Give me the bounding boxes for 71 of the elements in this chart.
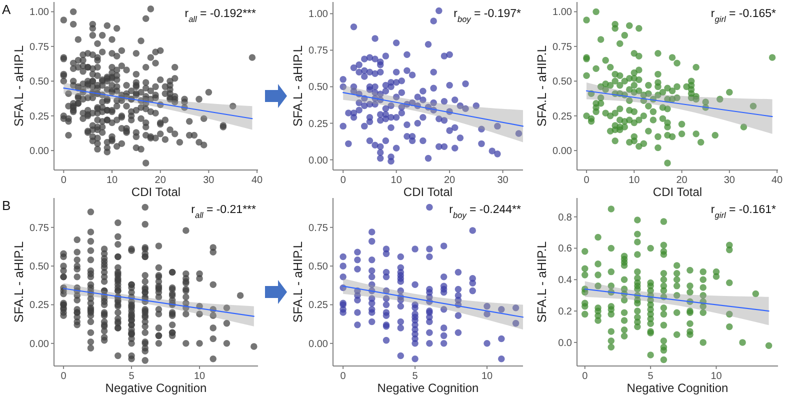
x-tick-label: 10	[106, 175, 118, 186]
y-tick-label: 0.75	[552, 42, 572, 53]
x-tick-label: 5	[412, 371, 418, 382]
y-axis-title: SFA.L - aHIP.L	[535, 241, 549, 323]
x-tick-label: 30	[497, 175, 509, 186]
y-axis-title: SFA.L - aHIP.L	[12, 241, 26, 323]
x-tick-label: 10	[481, 371, 494, 382]
y-tick-label: 1.00	[30, 7, 50, 18]
x-axis-title: Negative Cognition	[626, 381, 728, 395]
y-tick-label: 0.25	[30, 300, 50, 312]
y-tick-label: 0.6	[558, 244, 572, 255]
y-tick-label: 1.00	[552, 7, 572, 18]
x-tick-label: 30	[724, 175, 736, 186]
text: B	[2, 198, 11, 213]
y-tick-label: 0.75	[30, 222, 50, 234]
y-tick-label: 0.50	[30, 262, 50, 273]
x-tick-label: 20	[154, 175, 166, 186]
x-tick-label: 10	[390, 175, 402, 186]
y-tick-label: 0.25	[308, 118, 328, 130]
y-tick-label: 0.00	[552, 146, 572, 158]
x-axis-title: Negative Cognition	[377, 381, 479, 395]
y-axis-title: SFA.L - aHIP.L	[535, 45, 549, 127]
x-tick-label: 0	[340, 175, 346, 186]
y-tick-label: 0.2	[558, 306, 572, 318]
y-tick-label: 0.25	[552, 111, 572, 122]
y-tick-label: 0.50	[308, 82, 328, 94]
x-axis-title: Negative Cognition	[105, 381, 207, 395]
x-tick-label: 40	[251, 175, 264, 186]
y-tick-label: 1.00	[308, 9, 328, 20]
annotation: r$_{boy}$ = -0.197*	[454, 8, 522, 24]
y-tick-label: 0.25	[30, 111, 50, 122]
x-tick-label: 5	[648, 371, 654, 382]
y-tick-label: 0.25	[308, 300, 328, 312]
y-tick-label: 0.00	[308, 155, 328, 166]
x-tick-label: 0	[60, 371, 67, 382]
y-tick-label: 0.75	[308, 222, 328, 234]
y-tick-label: 0.75	[308, 46, 328, 57]
x-tick-label: 0	[340, 371, 346, 382]
x-tick-label: 30	[203, 175, 215, 186]
x-axis-title: CDI Total	[131, 185, 181, 199]
x-tick-label: 0	[582, 371, 588, 382]
annotation: r$_{boy}$ = -0.244**	[449, 204, 522, 220]
y-axis-title: SFA.L - aHIP.L	[291, 241, 305, 323]
y-axis-title: SFA.L - aHIP.L	[12, 45, 26, 127]
y-tick-label: 0.4	[558, 275, 572, 286]
x-tick-label: 10	[710, 371, 722, 382]
y-tick-label: 0.50	[30, 76, 50, 88]
annotation: r$_{girl}$ = -0.161*	[710, 204, 777, 220]
y-tick-label: 0.0	[558, 338, 572, 349]
annotation: r$_{all}$ = -0.21***	[191, 204, 257, 220]
x-tick-label: 0	[60, 175, 67, 186]
y-tick-label: 0.75	[30, 42, 50, 53]
y-tick-label: 0.00	[30, 146, 50, 158]
x-axis-title: CDI Total	[403, 185, 453, 199]
y-tick-label: 0.00	[30, 338, 50, 350]
x-tick-label: 40	[771, 175, 784, 186]
x-tick-label: 5	[128, 371, 135, 382]
x-tick-label: 20	[444, 175, 456, 186]
annotation: r$_{all}$ = -0.192***	[184, 8, 257, 24]
x-axis-title: CDI Total	[652, 185, 702, 199]
y-tick-label: 0.50	[552, 76, 572, 88]
text: A	[2, 2, 11, 17]
x-tick-label: 10	[194, 371, 206, 382]
y-tick-label: 0.8	[558, 212, 572, 224]
y-axis-title: SFA.L - aHIP.L	[291, 45, 305, 127]
y-tick-label: 0.50	[308, 262, 328, 273]
x-tick-label: 0	[584, 175, 590, 186]
y-tick-label: 0.00	[308, 338, 328, 350]
x-tick-label: 20	[676, 175, 688, 186]
annotation: r$_{girl}$ = -0.165*	[710, 8, 777, 24]
x-tick-label: 10	[628, 175, 640, 186]
